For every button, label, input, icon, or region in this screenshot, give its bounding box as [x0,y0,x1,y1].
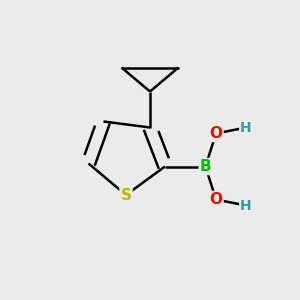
Text: O: O [209,126,223,141]
Text: H: H [240,121,252,134]
Text: S: S [121,188,131,202]
Text: O: O [209,192,223,207]
Text: B: B [200,159,211,174]
Text: H: H [240,199,252,212]
